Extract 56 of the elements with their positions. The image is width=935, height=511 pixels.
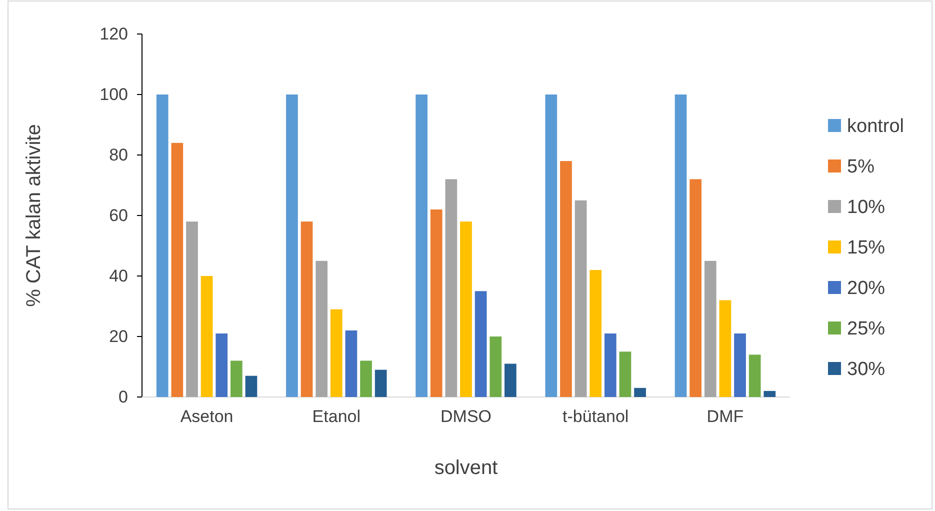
bar <box>674 94 687 397</box>
bar <box>156 94 168 397</box>
legend-label: 10% <box>847 197 886 218</box>
y-tick-label: 20 <box>109 326 128 346</box>
bar <box>690 179 702 397</box>
bar <box>734 333 746 397</box>
y-tick-label: 80 <box>109 145 128 164</box>
legend-label: 15% <box>847 238 886 258</box>
legend-label: 30% <box>847 359 886 380</box>
legend-label: 25% <box>847 318 886 340</box>
bar <box>474 291 487 397</box>
y-tick-label: 40 <box>109 266 128 286</box>
bar <box>504 364 516 397</box>
bar <box>560 161 572 397</box>
bar <box>574 200 587 397</box>
bar <box>490 336 502 397</box>
bar <box>619 352 632 397</box>
x-tick-label: Aseton <box>180 407 234 426</box>
x-tick-label: Etanol <box>312 407 360 426</box>
bar <box>286 94 298 397</box>
bar <box>300 222 313 397</box>
bar <box>360 360 372 397</box>
legend-label: kontrol <box>847 116 904 137</box>
bar <box>704 260 716 397</box>
bar <box>316 260 328 397</box>
y-tick-label: 100 <box>100 84 128 104</box>
bar <box>416 94 428 397</box>
bar <box>186 222 198 397</box>
bar <box>604 333 616 397</box>
bar <box>748 354 761 397</box>
bar <box>230 360 242 397</box>
bar <box>460 222 472 397</box>
y-tick-label: 60 <box>109 206 128 225</box>
y-axis-title: % CAT kalan aktivite <box>23 124 45 307</box>
bar <box>719 300 732 397</box>
bar <box>634 388 646 397</box>
bar <box>216 333 228 397</box>
x-tick-label: t-bütanol <box>562 407 629 426</box>
x-tick-label: DMSO <box>440 407 492 426</box>
legend-label: 20% <box>847 278 886 299</box>
legend-label: 5% <box>847 156 875 178</box>
x-axis-title: solvent <box>434 457 498 479</box>
bar <box>245 376 258 397</box>
bar <box>430 209 442 397</box>
bar <box>345 330 358 397</box>
y-tick-label: 120 <box>100 24 128 44</box>
bar <box>171 142 184 397</box>
bar <box>590 270 602 397</box>
x-tick-label: DMF <box>706 407 744 426</box>
bar <box>545 94 558 397</box>
bar <box>330 309 342 397</box>
bar <box>200 276 213 397</box>
y-tick-label: 0 <box>118 387 128 406</box>
bar <box>764 390 776 397</box>
bar <box>445 179 458 397</box>
bar <box>374 370 387 397</box>
